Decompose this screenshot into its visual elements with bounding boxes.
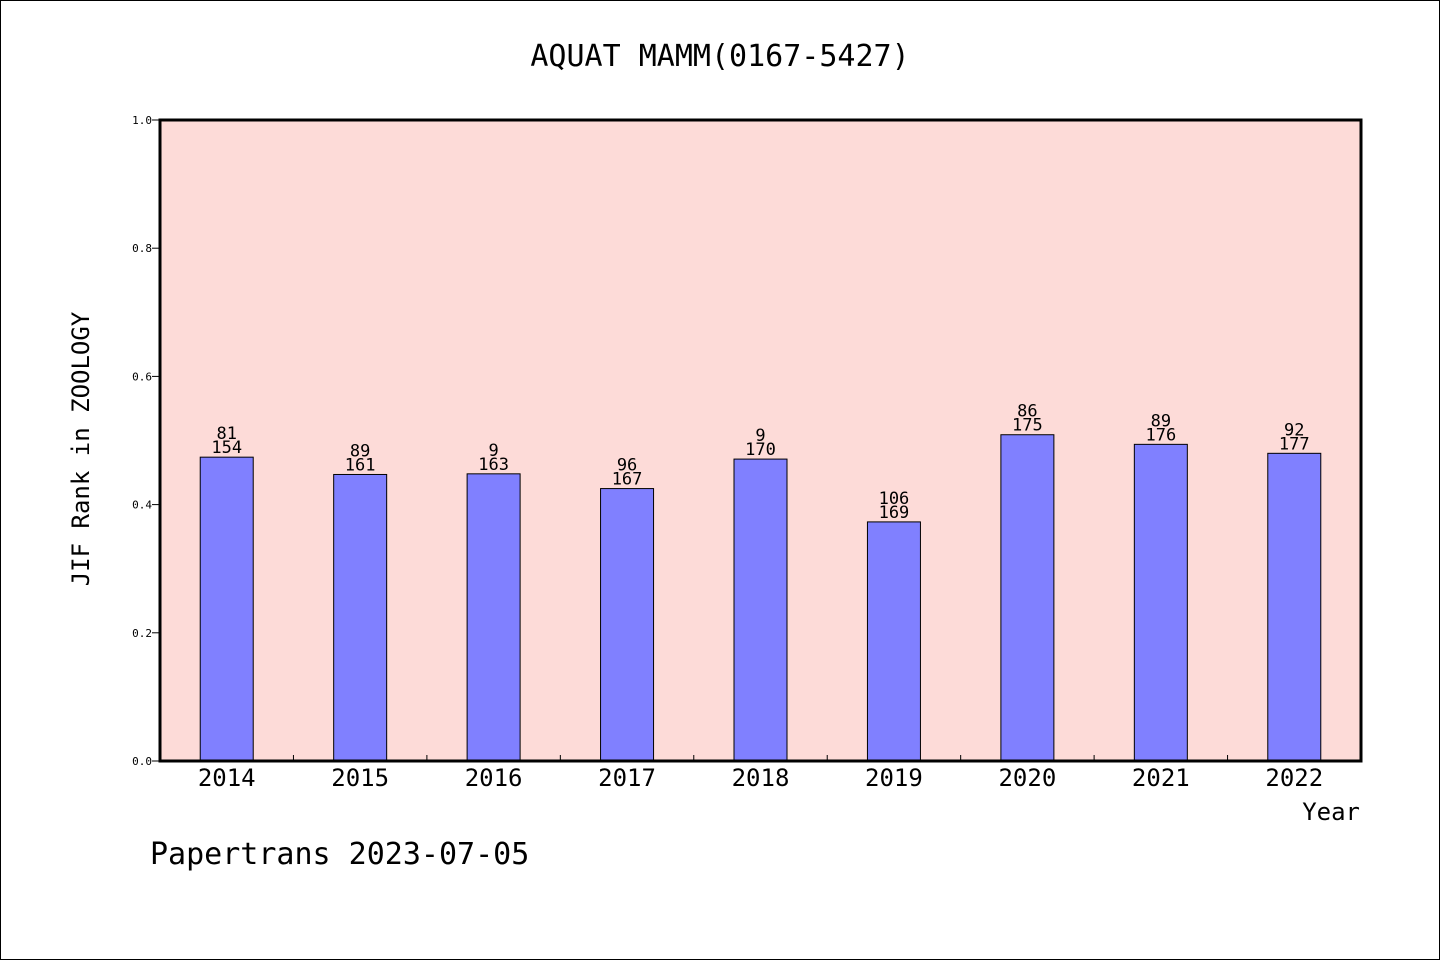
footer-credit: Papertrans 2023-07-05 <box>150 837 529 872</box>
y-tick-label: 0.6 <box>132 370 152 383</box>
x-tick-label: 2019 <box>865 764 923 792</box>
bar-2014 <box>199 456 254 762</box>
bar-rank-label: 9 <box>488 441 498 461</box>
y-tick-label: 0.2 <box>132 627 152 640</box>
bar-2020 <box>1000 434 1055 762</box>
plot-frame <box>158 118 1363 763</box>
bar-total-label: 163 <box>478 455 509 475</box>
y-axis: 0.0 0.2 0.4 0.6 0.8 1.0 <box>132 114 160 768</box>
bar-total-label: 176 <box>1145 425 1176 445</box>
bar-2015 <box>333 473 388 762</box>
bar-rank-label: 9 <box>755 426 765 446</box>
x-tick-label: 2018 <box>732 764 790 792</box>
y-tick-label: 0.8 <box>132 242 152 255</box>
bar-rank-label: 89 <box>350 441 370 461</box>
x-tick-label: 2021 <box>1132 764 1190 792</box>
bar-rank-label: 106 <box>879 489 910 509</box>
bar-2018 <box>733 458 788 762</box>
bar-total-label: 161 <box>345 455 376 475</box>
bar-total-label: 169 <box>879 503 910 523</box>
x-tick-label: 2020 <box>998 764 1056 792</box>
x-tick-label: 2017 <box>598 764 656 792</box>
x-axis: 2014 2015 2016 2017 2018 2019 2020 2021 2022 <box>198 755 1323 792</box>
bar-total-label: 154 <box>211 438 242 458</box>
x-axis-label: Year <box>1302 798 1360 826</box>
bar-rank-label: 86 <box>1017 402 1037 422</box>
y-tick-label: 0.0 <box>132 755 152 768</box>
bar-rank-label: 81 <box>216 424 236 444</box>
bar-2017 <box>600 488 655 762</box>
bar-2019 <box>866 521 921 762</box>
bar-total-label: 170 <box>745 440 776 460</box>
x-tick-label: 2016 <box>465 764 523 792</box>
bar-2016 <box>466 473 521 762</box>
y-tick-label: 1.0 <box>132 114 152 127</box>
bar-rank-label: 92 <box>1284 420 1304 440</box>
y-axis-label: JIF Rank in ZOOLOGY <box>67 311 95 586</box>
bars-group <box>199 434 1322 762</box>
x-tick-label: 2014 <box>198 764 256 792</box>
bar-total-label: 175 <box>1012 416 1043 436</box>
y-tick-label: 0.4 <box>132 499 152 512</box>
bar-2022 <box>1267 452 1322 762</box>
x-tick-label: 2015 <box>331 764 389 792</box>
bar-rank-label: 96 <box>617 456 637 476</box>
bar-rank-label: 89 <box>1151 411 1171 431</box>
bar-total-label: 177 <box>1279 434 1310 454</box>
bar-total-label: 167 <box>612 470 643 490</box>
bar-2021 <box>1133 443 1188 762</box>
x-tick-label: 2022 <box>1265 764 1323 792</box>
chart-title: AQUAT MAMM(0167-5427) <box>530 39 909 74</box>
